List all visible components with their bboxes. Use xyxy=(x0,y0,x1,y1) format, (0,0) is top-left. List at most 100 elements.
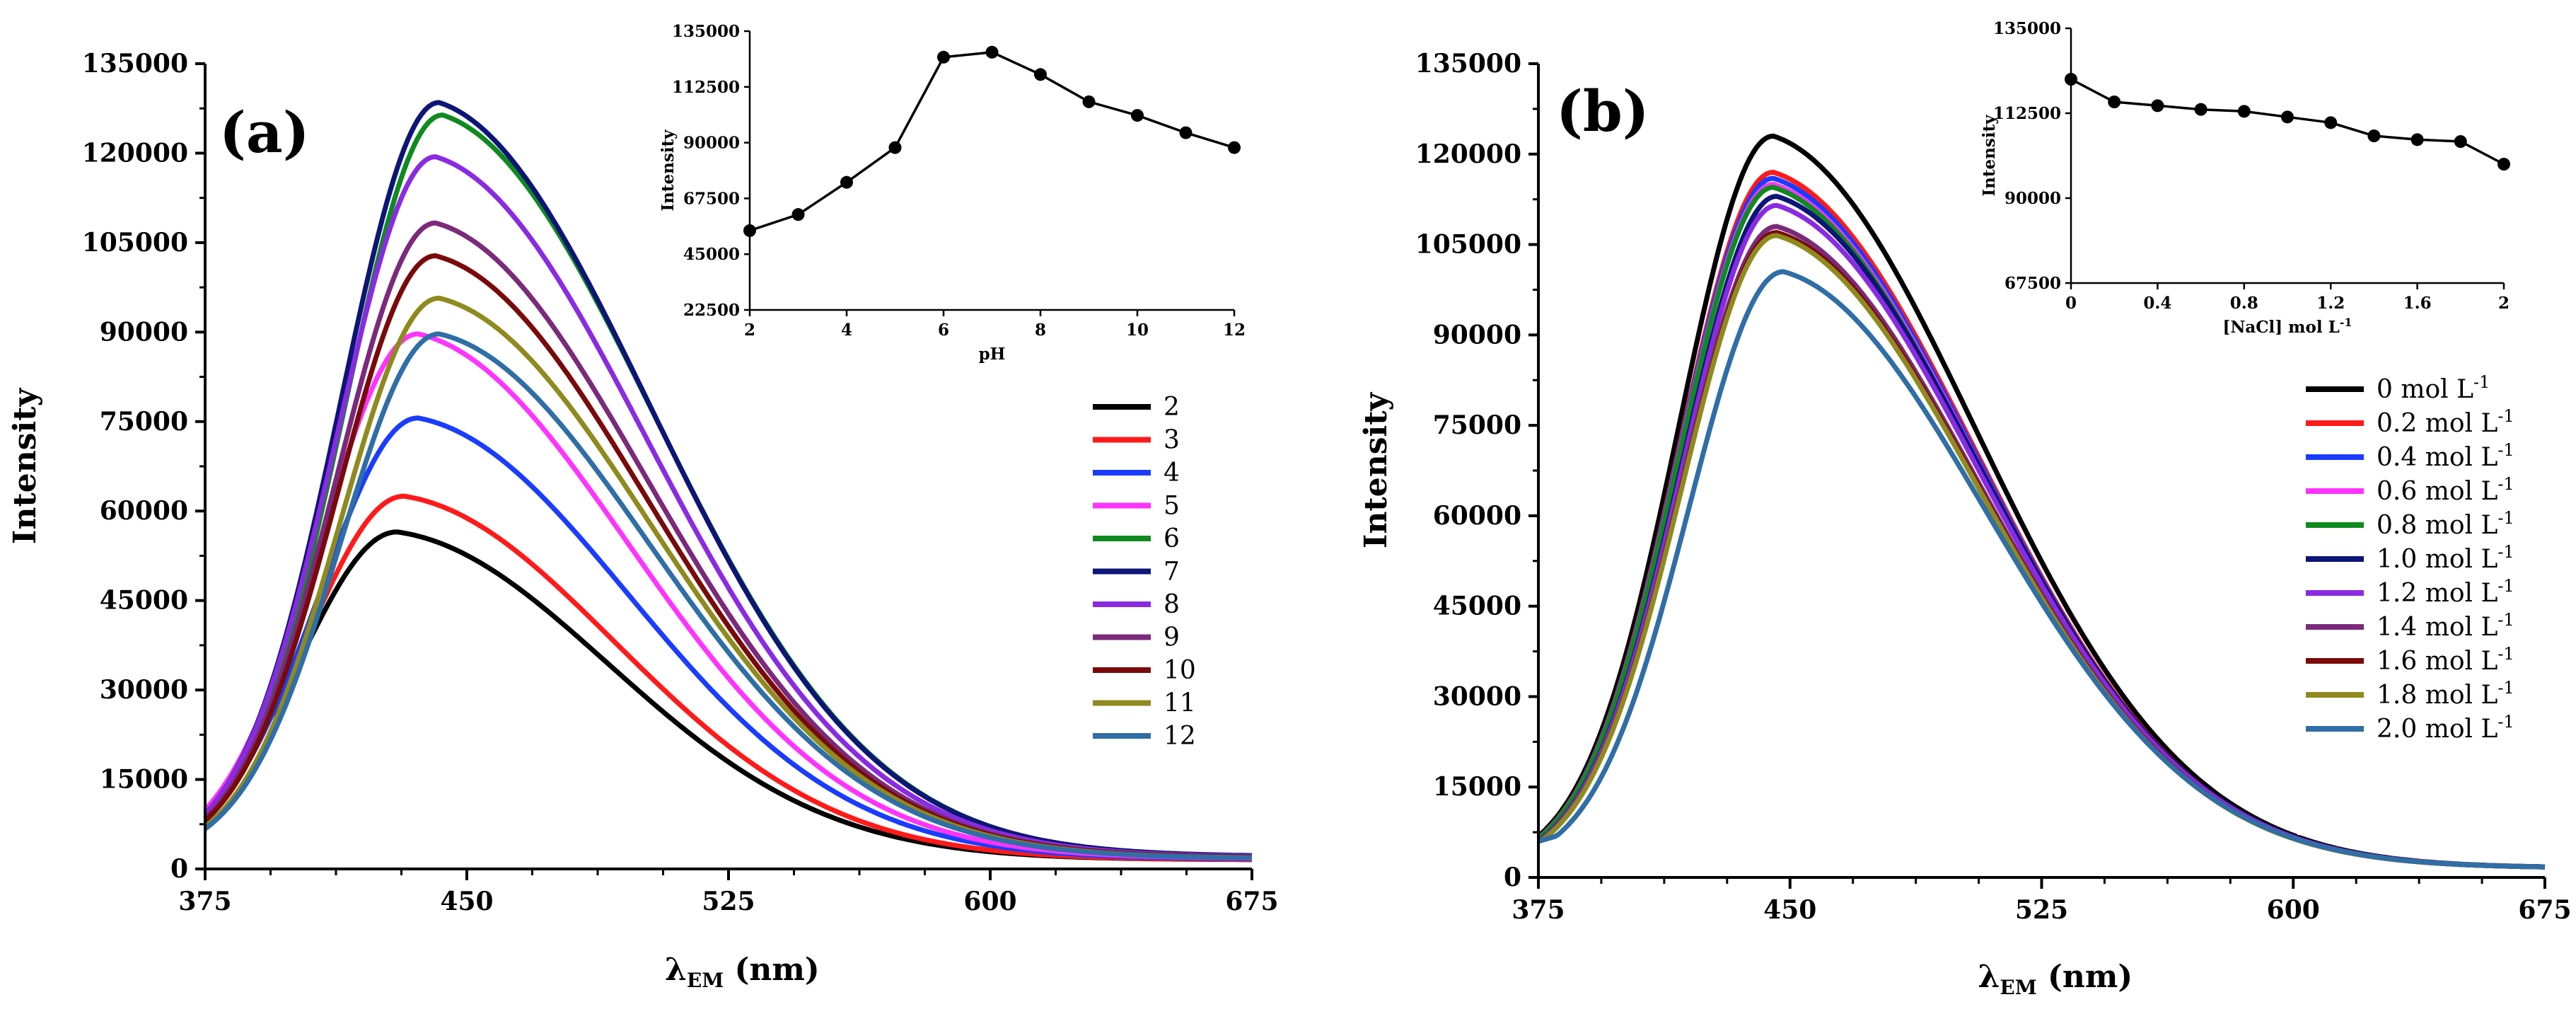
legend-label-sup: -1 xyxy=(2497,440,2514,460)
legend-label: 0 mol L-1 xyxy=(2377,372,2490,404)
x-tick-label: 375 xyxy=(178,887,231,916)
legend-label: 5 xyxy=(1164,492,1180,521)
x-tick-label: 600 xyxy=(963,887,1016,916)
inset-data-point xyxy=(2497,158,2510,171)
inset-y-tick-label: 67500 xyxy=(2004,274,2061,293)
y-tick-label: 120000 xyxy=(1415,139,1521,169)
legend-label-sup: -1 xyxy=(2497,542,2514,562)
legend-label-text: 0.8 mol L xyxy=(2377,511,2497,540)
legend: 2 3 4 5 6 7 8 9 10 11 12 xyxy=(1084,382,1263,835)
inset-x-tick-label: 1.2 xyxy=(2316,294,2345,313)
inset-x-title-sup: -1 xyxy=(2340,316,2352,329)
legend-label-text: 10 xyxy=(1164,656,1196,685)
inset-data-point xyxy=(2367,129,2381,142)
legend-label-text: 0 mol L xyxy=(2377,375,2473,404)
inset-x-tick-label: 0 xyxy=(2065,294,2077,313)
legend-label-sup: -1 xyxy=(2497,678,2514,698)
inset-y-tick-label: 112500 xyxy=(672,78,740,97)
legend-label-text: 4 xyxy=(1164,459,1180,488)
inset-y-tick-label: 135000 xyxy=(672,22,740,41)
x-tick-label: 675 xyxy=(2518,895,2571,925)
inset-data-point xyxy=(985,45,999,59)
inset-data-point xyxy=(2151,99,2164,113)
legend-label: 1.6 mol L-1 xyxy=(2377,644,2514,676)
legend-label-text: 2.0 mol L xyxy=(2377,715,2497,744)
inset-data-point xyxy=(1179,126,1193,139)
x-axis-title-sub: EM xyxy=(687,969,724,992)
y-tick-label: 15000 xyxy=(100,765,188,795)
x-axis-title: λEM (nm) xyxy=(1978,959,2133,999)
inset-x-title: pH xyxy=(979,345,1006,364)
legend-label: 1.0 mol L-1 xyxy=(2377,542,2514,574)
legend-label: 8 xyxy=(1164,590,1180,619)
inset-data-point xyxy=(840,175,853,189)
inset-y-tick-label: 135000 xyxy=(1993,19,2061,38)
inset-data-point xyxy=(791,208,805,221)
series-line-b-10 xyxy=(1538,269,2546,870)
y-tick-label: 45000 xyxy=(1433,592,1521,621)
y-tick-label: 105000 xyxy=(82,228,188,258)
inset-data-point xyxy=(2454,135,2467,148)
y-tick-label: 75000 xyxy=(1433,410,1521,440)
inset-x-tick-label: 4 xyxy=(841,321,852,340)
inset-y-tick-label: 67500 xyxy=(683,189,740,208)
inset-y-title: Intensity xyxy=(658,129,678,212)
x-axis-title-unit: (nm) xyxy=(2037,959,2133,995)
inset-x-tick-label: 0.8 xyxy=(2230,294,2258,313)
inset-x-title-text: pH xyxy=(979,345,1006,364)
y-tick-label: 105000 xyxy=(1415,230,1521,260)
x-axis-title: λEM (nm) xyxy=(665,952,820,992)
legend-label-text: 7 xyxy=(1164,558,1180,587)
legend-label-text: 2 xyxy=(1164,393,1180,422)
inset-data-point xyxy=(1131,109,1144,122)
legend-label-text: 0.2 mol L xyxy=(2377,409,2497,438)
inset-data-point xyxy=(1034,68,1047,81)
inset-x-tick-label: 8 xyxy=(1035,321,1046,340)
inset-data-point xyxy=(888,141,902,154)
x-tick-label: 525 xyxy=(2015,895,2068,925)
legend-label: 0.6 mol L-1 xyxy=(2377,474,2514,506)
y-tick-label: 30000 xyxy=(1433,681,1521,711)
x-tick-label: 525 xyxy=(702,887,755,916)
legend-label-sup: -1 xyxy=(2497,508,2514,528)
inset-data-point xyxy=(2237,105,2251,118)
legend-label-text: 5 xyxy=(1164,492,1180,521)
legend: 0 mol L-10.2 mol L-10.4 mol L-10.6 mol L… xyxy=(2297,364,2552,835)
y-tick-label: 15000 xyxy=(1433,772,1521,802)
inset-x-tick-label: 1.6 xyxy=(2403,294,2432,313)
y-tick-label: 0 xyxy=(170,854,188,884)
x-axis-title-main: λ xyxy=(1978,959,2000,995)
x-tick-label: 375 xyxy=(1512,895,1565,925)
inset-data-point xyxy=(743,224,756,237)
legend-label-text: 6 xyxy=(1164,524,1180,553)
legend-label-text: 9 xyxy=(1164,623,1180,652)
y-tick-label: 135000 xyxy=(82,49,188,79)
legend-label: 12 xyxy=(1164,722,1196,751)
inset-x-tick-label: 2 xyxy=(744,321,755,340)
inset-y-tick-label: 22500 xyxy=(683,301,740,320)
legend-label: 2 xyxy=(1164,393,1180,422)
x-tick-label: 600 xyxy=(2267,895,2320,925)
inset-y-tick-label: 90000 xyxy=(683,134,740,153)
y-tick-label: 90000 xyxy=(1433,320,1521,350)
chart-panel-b: 0 15000 30000 45000 60000 75000 90000 105000 120… xyxy=(1358,7,2572,999)
legend-label-text: 1.6 mol L xyxy=(2377,647,2497,676)
legend-label: 10 xyxy=(1164,656,1196,685)
inset-data-point xyxy=(2324,116,2338,129)
panel-label: (b) xyxy=(1556,78,1649,144)
series-line-a-10 xyxy=(203,331,1252,860)
legend-label: 7 xyxy=(1164,558,1180,587)
x-axis-title-main: λ xyxy=(665,952,687,988)
legend-label-text: 8 xyxy=(1164,590,1180,619)
x-axis-title-sub: EM xyxy=(2000,976,2036,999)
y-tick-label: 75000 xyxy=(100,407,188,437)
inset-y-tick-label: 112500 xyxy=(1993,104,2061,123)
inset-data-point xyxy=(1082,95,1096,108)
inset-x-title-text: [NaCl] mol L xyxy=(2222,318,2339,337)
x-tick-label: 675 xyxy=(1225,887,1278,916)
y-tick-label: 30000 xyxy=(100,675,188,705)
legend-label: 1.2 mol L-1 xyxy=(2377,576,2514,608)
inset-x-tick-label: 6 xyxy=(938,321,949,340)
legend-bg xyxy=(1084,382,1263,835)
